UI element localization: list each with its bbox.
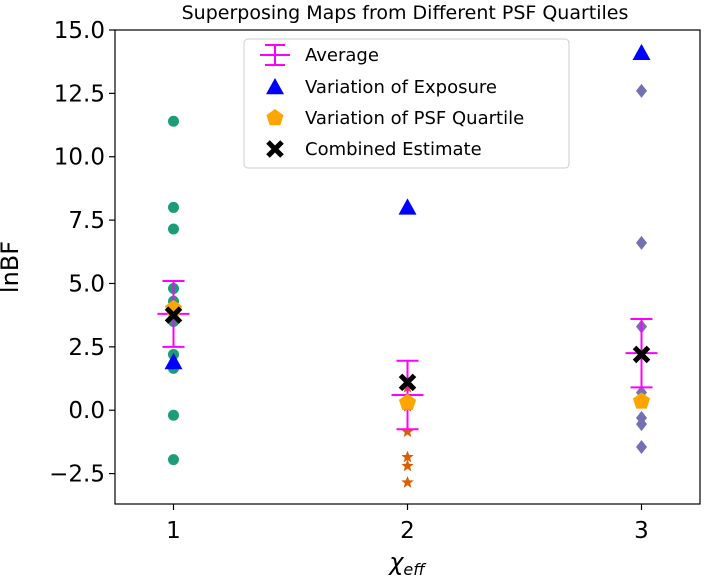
x-tick-label: 2 [400,518,415,544]
y-tick-label: 0.0 [68,398,105,424]
individual-point-diamond [636,417,647,432]
individual-point-circle [168,201,179,213]
individual-point-star [401,450,414,463]
x-axis: 1 2 3 [166,504,649,544]
y-tick-label: −2.5 [49,462,105,488]
combined-estimate-x [398,373,417,392]
psf-quartile-pentagon [398,393,417,410]
y-tick-label: 15.0 [54,18,105,44]
y-tick-label: 5.0 [68,271,105,297]
legend-handles [260,44,290,158]
combined-estimate-x [632,345,651,364]
exposure-triangle [398,198,417,215]
individual-point-diamond [636,235,647,250]
y-tick-label: 7.5 [68,208,105,234]
individual-point-star [401,425,414,438]
individual-point-circle [168,115,179,127]
legend-label-psf-quartile: Variation of PSF Quartile [305,108,524,129]
legend-label-average: Average [305,45,379,66]
x-axis-label: χeff [387,548,427,577]
individual-point-circle [168,409,179,421]
legend-label-combined: Combined Estimate [305,139,482,160]
legend-psf-quartile-handle [266,109,284,126]
individual-point-star [401,475,414,488]
exposure-triangle [164,353,183,370]
legend-box [243,38,570,169]
x-axis-label-subscript: eff [403,560,427,577]
x-tick-label: 3 [634,518,649,544]
individual-point-diamond [636,83,647,98]
x-tick-label: 1 [166,518,181,544]
individual-point-star [401,459,414,472]
individual-point-circle [168,454,179,466]
legend-average-handle [260,44,290,66]
individual-point-diamond [636,439,647,454]
psf-quartile-pentagon [632,392,651,409]
x-axis-label-symbol: χ [387,548,404,576]
legend-exposure-handle [266,78,284,95]
legend: Average Variation of Exposure Variation … [243,38,570,169]
exposure-triangle [632,43,651,61]
legend-label-exposure: Variation of Exposure [305,77,497,98]
y-tick-label: 12.5 [54,81,105,107]
chart-title: Superposing Maps from Different PSF Quar… [182,2,629,24]
combined-estimate-x [164,306,183,324]
y-tick-label: 2.5 [68,335,105,361]
y-tick-label: 10.0 [54,145,105,171]
y-axis: −2.5 0.0 2.5 5.0 7.5 10.0 12.5 15.0 [49,18,115,488]
legend-combined-handle [266,140,284,158]
data-marks [157,43,658,488]
y-axis-label: lnBF [0,241,24,293]
individual-point-circle [168,223,179,235]
